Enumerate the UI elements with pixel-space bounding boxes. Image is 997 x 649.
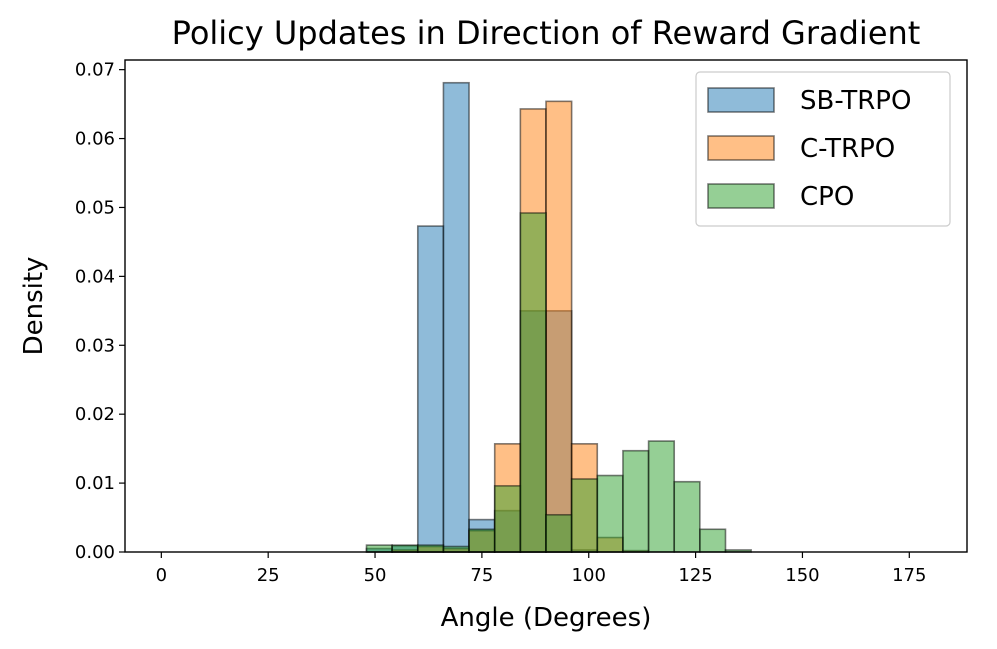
x-tick-label: 25 bbox=[257, 565, 280, 586]
x-tick-label: 0 bbox=[156, 565, 167, 586]
legend-label: CPO bbox=[800, 182, 854, 212]
x-tick-label: 125 bbox=[678, 565, 712, 586]
legend-swatch bbox=[707, 183, 775, 209]
y-tick-label: 0.03 bbox=[75, 335, 115, 356]
bar bbox=[673, 480, 701, 553]
bar bbox=[596, 474, 624, 553]
bar bbox=[622, 449, 650, 553]
bar bbox=[519, 212, 547, 553]
bar bbox=[391, 544, 419, 553]
series-cpo bbox=[365, 212, 752, 553]
y-tick-label: 0.04 bbox=[75, 266, 115, 287]
y-tick-label: 0.02 bbox=[75, 404, 115, 425]
bar bbox=[365, 544, 393, 553]
x-axis-ticks: 0 25 50 75 100 125 150 175 bbox=[156, 552, 926, 586]
legend: SB-TRPO C-TRPO CPO bbox=[695, 71, 951, 227]
bar bbox=[442, 81, 470, 553]
bar bbox=[647, 440, 676, 553]
bar bbox=[699, 528, 727, 553]
x-tick-label: 175 bbox=[892, 565, 926, 586]
y-axis-ticks: 0.00 0.01 0.02 0.03 0.04 0.05 0.06 0.07 bbox=[75, 60, 125, 563]
y-tick-label: 0.01 bbox=[75, 473, 115, 494]
x-tick-label: 50 bbox=[364, 565, 387, 586]
x-tick-label: 150 bbox=[785, 565, 819, 586]
bar bbox=[545, 513, 573, 553]
x-tick-label: 100 bbox=[572, 565, 606, 586]
legend-items: SB-TRPO C-TRPO CPO bbox=[707, 86, 911, 212]
x-axis-label: Angle (Degrees) bbox=[441, 603, 652, 633]
legend-label: C-TRPO bbox=[800, 134, 895, 164]
y-axis-label: Density bbox=[19, 257, 49, 356]
bar bbox=[570, 478, 599, 553]
y-tick-label: 0.07 bbox=[75, 60, 115, 81]
legend-item: C-TRPO bbox=[707, 134, 895, 164]
bar bbox=[416, 544, 445, 553]
bars-layer bbox=[365, 81, 752, 553]
y-tick-label: 0.00 bbox=[75, 542, 115, 563]
legend-swatch bbox=[707, 135, 775, 161]
legend-swatch bbox=[707, 87, 775, 113]
bar bbox=[493, 485, 522, 553]
bar bbox=[468, 528, 496, 553]
plot-frame bbox=[124, 59, 968, 553]
bar bbox=[545, 100, 573, 553]
bar bbox=[416, 225, 445, 553]
x-tick-label: 75 bbox=[470, 565, 493, 586]
y-tick-label: 0.06 bbox=[75, 129, 115, 150]
bar bbox=[442, 545, 470, 553]
y-tick-label: 0.05 bbox=[75, 197, 115, 218]
legend-item: SB-TRPO bbox=[707, 86, 911, 116]
chart-title: Policy Updates in Direction of Reward Gr… bbox=[172, 14, 921, 52]
legend-item: CPO bbox=[707, 182, 854, 212]
legend-label: SB-TRPO bbox=[800, 86, 911, 116]
